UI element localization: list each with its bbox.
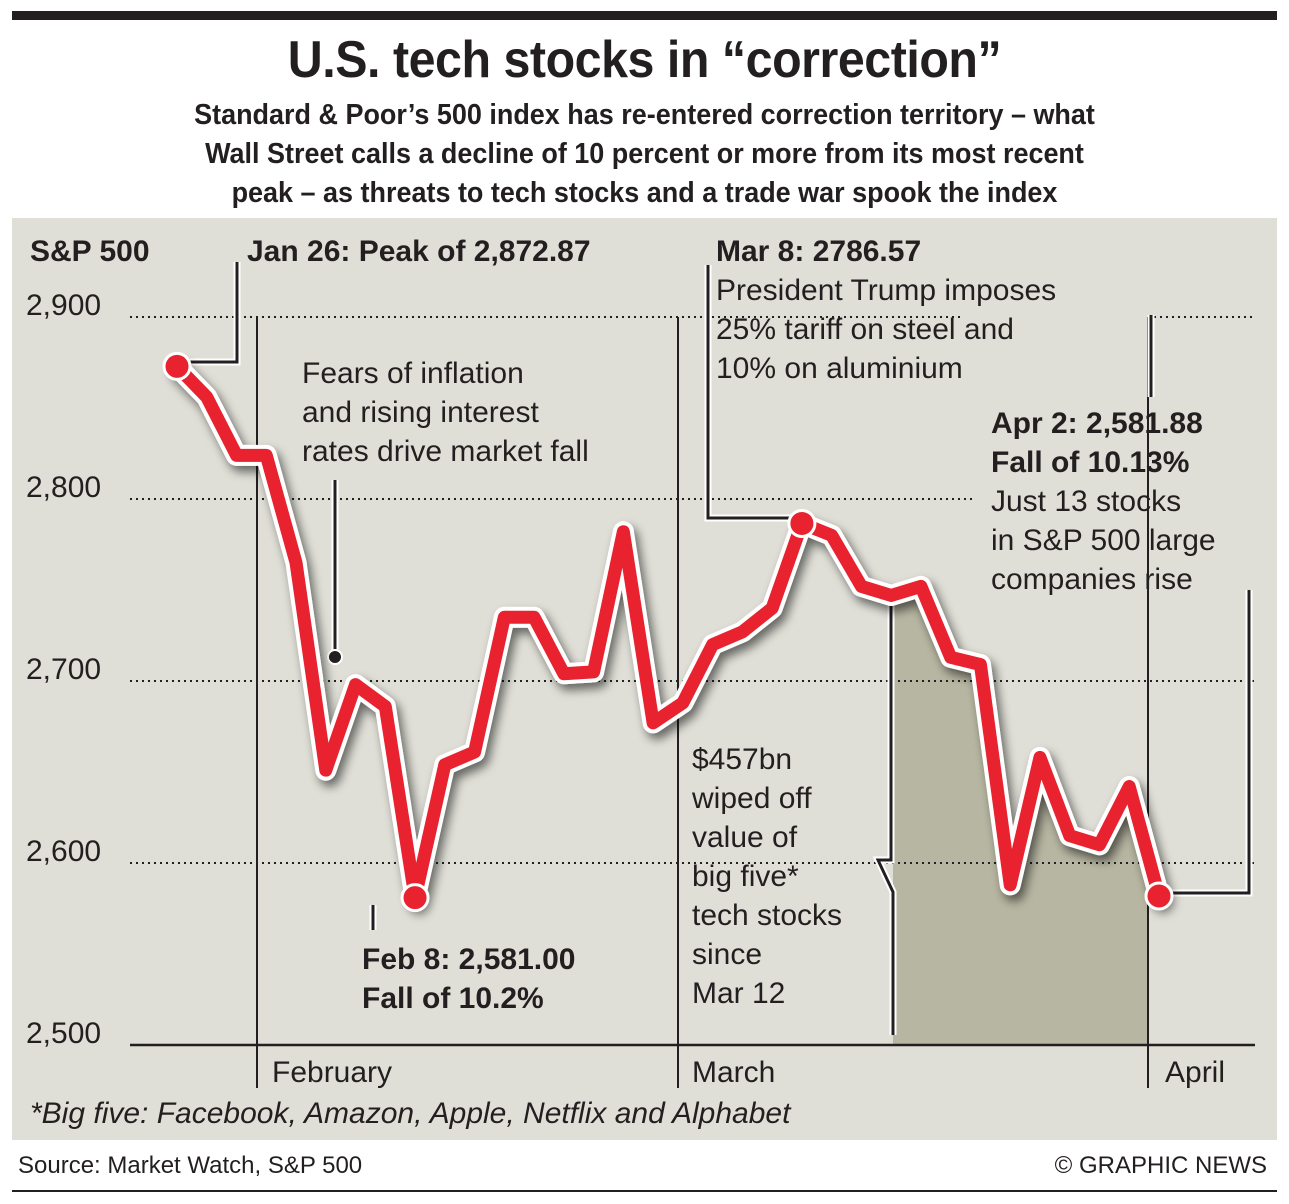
month-label: February (272, 1056, 392, 1089)
apr2-annotation: Apr 2: 2,581.88 Fall of 10.13% Just 13 s… (991, 404, 1216, 599)
fears-line: Fears of inflation (302, 357, 524, 390)
feb8-line: Fall of 10.2% (362, 982, 544, 1015)
bottom-rule (12, 1190, 1277, 1192)
subtitle-line: peak – as threats to tech stocks and a t… (231, 177, 1058, 209)
y-tick-label: 2,700 (26, 653, 101, 686)
subtitle-line: Wall Street calls a decline of 10 percen… (205, 138, 1084, 170)
apr2-title: Fall of 10.13% (991, 446, 1190, 479)
bigfive-annotation: $457bn wiped off value of big five* tech… (692, 740, 842, 1013)
top-rule (12, 11, 1277, 20)
fears-leader-dot (327, 649, 343, 665)
month-label: April (1165, 1056, 1225, 1089)
bigfive-line: $457bn (692, 743, 793, 776)
highlight-point (162, 351, 192, 381)
bigfive-line: tech stocks (692, 899, 843, 932)
source-credit: Source: Market Watch, S&P 500 (18, 1152, 363, 1179)
mar8-line: President Trump imposes (716, 274, 1057, 307)
bigfive-line: big five* (692, 860, 799, 893)
mar8-annotation: Mar 8: 2786.57 President Trump imposes 2… (716, 232, 1056, 388)
fears-annotation: Fears of inflation and rising interest r… (302, 354, 589, 471)
mar8-leader (706, 265, 808, 520)
y-tick-label: 2,900 (26, 289, 101, 322)
bigfive-line: value of (692, 821, 798, 854)
apr2-leader (1172, 590, 1251, 895)
apr2-line: in S&P 500 large (991, 524, 1216, 557)
fears-line: and rising interest (302, 396, 539, 429)
feb8-annotation: Feb 8: 2,581.00 Fall of 10.2% (362, 940, 575, 1018)
y-axis-title: S&P 500 (30, 235, 150, 268)
y-tick-label: 2,500 (26, 1017, 101, 1050)
peak-leader (190, 262, 239, 364)
fears-line: rates drive market fall (302, 435, 589, 468)
subtitle-line: Standard & Poor’s 500 index has re-enter… (194, 99, 1095, 131)
mar8-line: 25% tariff on steel and (716, 313, 1014, 346)
month-label: March (692, 1056, 775, 1089)
mar8-title: Mar 8: 2786.57 (716, 235, 922, 268)
y-tick-label: 2,800 (26, 471, 101, 504)
highlight-point (400, 883, 430, 913)
chart-subtitle: Standard & Poor’s 500 index has re-enter… (45, 96, 1244, 213)
series-line (170, 359, 1166, 905)
shaded-region (893, 586, 1148, 1045)
bigfive-line: since (692, 938, 763, 971)
footnote: *Big five: Facebook, Amazon, Apple, Netf… (30, 1097, 791, 1130)
apr2-leader-halo (1172, 590, 1253, 897)
apr2-line: Just 13 stocks (991, 485, 1182, 518)
y-tick-label: 2,600 (26, 835, 101, 868)
highlight-point (1144, 881, 1174, 911)
peak-leader-halo (190, 262, 241, 366)
highlight-point (787, 508, 817, 538)
mar8-line: 10% on aluminium (716, 352, 963, 385)
chart-title: U.S. tech stocks in “correction” (287, 31, 1002, 89)
peak-label: Jan 26: Peak of 2,872.87 (247, 235, 591, 268)
apr2-line: companies rise (991, 563, 1193, 596)
bigfive-line: wiped off (692, 782, 812, 815)
graphic-news-credit: © GRAPHIC NEWS (1054, 1152, 1267, 1179)
bigfive-bracket (875, 602, 895, 1035)
bigfive-line: Mar 12 (692, 977, 786, 1010)
apr2-title: Apr 2: 2,581.88 (991, 407, 1203, 440)
feb8-line: Feb 8: 2,581.00 (362, 943, 576, 976)
